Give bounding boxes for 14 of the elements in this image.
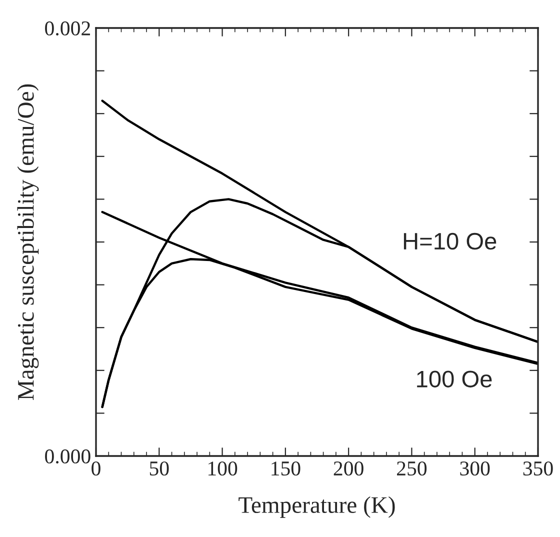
y-axis-title: Magnetic susceptibility (emu/Oe) xyxy=(17,84,39,400)
annotation: 100 Oe xyxy=(417,370,492,388)
x-tick-label: 300 xyxy=(460,461,490,476)
y-tick-label: 0.002 xyxy=(45,21,90,36)
x-tick-label: 200 xyxy=(334,461,364,476)
annotation: H=10 Oe xyxy=(404,232,496,250)
x-axis-title: Temperature (K) xyxy=(238,496,395,518)
x-tick-label: 100 xyxy=(208,461,238,476)
y-tick-label: 0.000 xyxy=(45,449,90,464)
x-tick-label: 50 xyxy=(150,461,169,476)
x-tick-label: 250 xyxy=(397,461,427,476)
x-tick-label: 150 xyxy=(272,461,300,476)
x-tick-label: 350 xyxy=(523,461,553,476)
x-tick-label: 0 xyxy=(92,461,100,476)
